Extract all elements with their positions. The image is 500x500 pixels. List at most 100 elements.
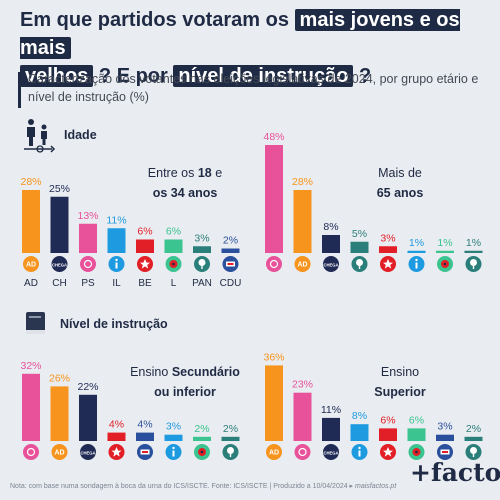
page-title: Em que partidos votaram os mais jovens e… bbox=[20, 6, 490, 90]
svg-text:AD: AD bbox=[269, 450, 279, 457]
bar-0-0 bbox=[22, 190, 40, 253]
svg-text:AD: AD bbox=[297, 262, 307, 269]
value-label-2-7: 2% bbox=[223, 423, 238, 435]
bar-2-0 bbox=[22, 373, 40, 441]
bar-1-4 bbox=[379, 246, 397, 253]
badge-ad-2-1: AD bbox=[51, 444, 68, 460]
badge-pan-1-7 bbox=[465, 256, 482, 272]
badge-l-0-5 bbox=[165, 256, 182, 272]
bar-3-6 bbox=[436, 434, 454, 441]
badge-ad-3-0: AD bbox=[266, 444, 282, 460]
panel-label-secondary: Ensino Secundário ou inferior bbox=[130, 365, 240, 399]
value-label-2-6: 2% bbox=[194, 423, 209, 435]
bar-1-0 bbox=[265, 145, 283, 253]
value-label-1-2: 8% bbox=[323, 221, 338, 233]
bar-0-6 bbox=[193, 246, 211, 253]
value-label-0-7: 2% bbox=[223, 235, 238, 247]
value-label-3-4: 6% bbox=[380, 414, 395, 426]
badge-ps-0-2 bbox=[80, 256, 96, 272]
value-label-3-6: 3% bbox=[437, 421, 452, 433]
bar-0-3 bbox=[107, 228, 126, 253]
value-label-0-2: 13% bbox=[77, 210, 98, 222]
bar-0-5 bbox=[164, 239, 183, 253]
value-label-2-3: 4% bbox=[109, 419, 124, 431]
bar-3-4 bbox=[379, 428, 397, 441]
bar-3-0 bbox=[265, 365, 283, 441]
site-link[interactable]: maisfactos.pt bbox=[355, 483, 397, 490]
category-label-1: CH bbox=[52, 278, 66, 289]
value-label-0-5: 6% bbox=[166, 226, 181, 238]
bar-3-7 bbox=[464, 436, 483, 441]
badge-be-0-4 bbox=[137, 256, 153, 272]
bar-1-3 bbox=[350, 241, 369, 253]
badge-cdu-2-4 bbox=[137, 444, 153, 460]
badge-ch-2-2: CHEGA bbox=[80, 444, 96, 460]
bar-1-6 bbox=[436, 250, 454, 253]
value-label-2-2: 22% bbox=[77, 381, 98, 393]
title-part1: Em que partidos votaram os bbox=[20, 9, 289, 31]
badge-il-0-3 bbox=[108, 256, 125, 272]
value-label-2-0: 32% bbox=[20, 360, 41, 372]
bar-0-7 bbox=[221, 248, 240, 253]
bar-0-4 bbox=[136, 239, 154, 253]
subtitle-accent-bar bbox=[18, 72, 21, 108]
value-label-3-7: 2% bbox=[466, 423, 481, 435]
badge-pan-3-7 bbox=[465, 444, 482, 460]
category-label-2: PS bbox=[81, 278, 95, 289]
svg-text:CHEGA: CHEGA bbox=[52, 263, 67, 268]
svg-text:CHEGA: CHEGA bbox=[323, 451, 338, 456]
badge-ch-1-2: CHEGA bbox=[323, 256, 339, 272]
badge-pan-1-3 bbox=[351, 256, 368, 272]
bar-1-1 bbox=[293, 190, 312, 253]
value-label-0-4: 6% bbox=[137, 226, 152, 238]
badge-cdu-0-7 bbox=[222, 256, 239, 272]
badge-ad-0-0: AD bbox=[23, 256, 39, 272]
section-label-education: Nível de instrução bbox=[60, 317, 168, 331]
badge-l-2-6 bbox=[194, 444, 210, 460]
bar-3-2 bbox=[322, 417, 340, 441]
value-label-2-5: 3% bbox=[166, 421, 181, 433]
badge-il-2-5 bbox=[165, 444, 182, 460]
value-label-1-3: 5% bbox=[352, 228, 367, 240]
value-label-3-3: 8% bbox=[352, 410, 367, 422]
value-label-3-0: 36% bbox=[263, 351, 284, 363]
badge-be-2-3 bbox=[108, 444, 125, 460]
bar-3-3 bbox=[350, 424, 369, 441]
value-label-0-6: 3% bbox=[194, 232, 209, 244]
badge-pan-0-6 bbox=[194, 256, 210, 272]
subtitle: Caracterização dos votantes nas eleições… bbox=[28, 72, 479, 104]
value-label-2-1: 26% bbox=[49, 372, 70, 384]
bar-1-5 bbox=[407, 250, 426, 253]
age-people-icon bbox=[22, 118, 56, 159]
bar-0-1 bbox=[50, 196, 69, 253]
title-highlight-education: nível de instrução bbox=[173, 65, 354, 87]
section-label-age: Idade bbox=[64, 128, 97, 142]
value-label-1-4: 3% bbox=[380, 232, 395, 244]
value-label-0-1: 25% bbox=[49, 183, 70, 195]
badge-ps-3-1 bbox=[294, 444, 311, 460]
badge-ad-1-1: AD bbox=[294, 256, 311, 272]
value-label-3-1: 23% bbox=[292, 379, 313, 391]
bar-1-2 bbox=[322, 235, 340, 253]
badge-il-3-3 bbox=[351, 444, 368, 460]
badge-ch-3-2: CHEGA bbox=[323, 444, 339, 460]
title-highlight-old: velhos bbox=[20, 65, 94, 87]
svg-text:AD: AD bbox=[54, 450, 64, 457]
panel-label-old: Mais de 65 anos bbox=[376, 166, 424, 200]
value-label-1-6: 1% bbox=[437, 237, 452, 249]
value-label-1-0: 48% bbox=[263, 131, 284, 143]
badge-ps-2-0 bbox=[23, 444, 39, 460]
value-label-2-4: 4% bbox=[137, 419, 152, 431]
badge-be-1-4 bbox=[380, 256, 396, 272]
category-label-6: PAN bbox=[192, 278, 212, 289]
category-label-7: CDU bbox=[220, 278, 242, 289]
category-label-0: AD bbox=[24, 278, 38, 289]
value-label-3-5: 6% bbox=[409, 414, 424, 426]
bar-2-3 bbox=[107, 432, 126, 441]
footnote: Nota: com base numa sondagem à boca da u… bbox=[10, 483, 397, 490]
value-label-0-3: 11% bbox=[106, 214, 126, 226]
value-label-1-5: 1% bbox=[409, 237, 424, 249]
category-label-3: IL bbox=[112, 278, 121, 289]
bar-2-2 bbox=[79, 394, 97, 441]
